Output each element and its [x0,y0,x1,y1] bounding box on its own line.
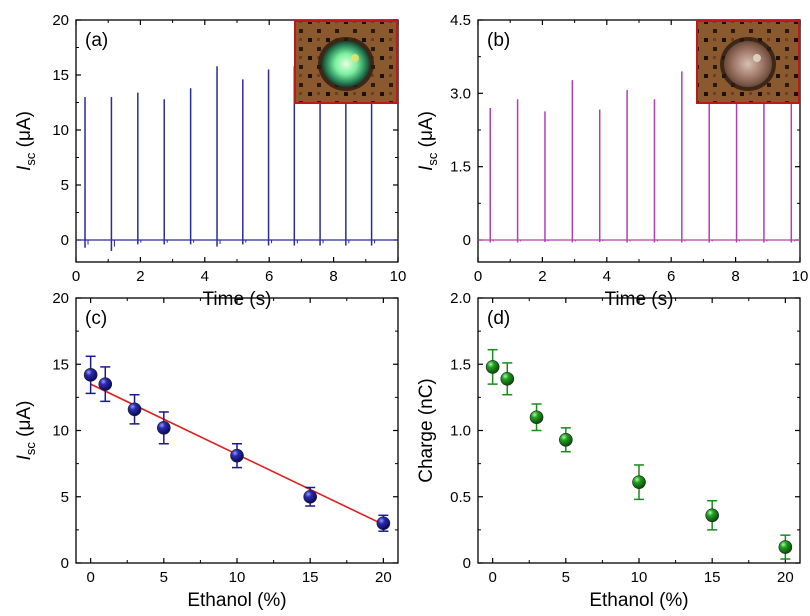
y-tick-label: 10 [52,122,69,139]
y-axis-label: Isc (μA) [416,111,440,171]
x-tick-label: 5 [160,569,168,586]
panel-d: 0 5 10 15 20 0 0.5 1.0 1.5 2.0 Ethanol (%) Charge (… [416,290,801,611]
x-tick-label: 0 [488,569,496,586]
x-tick-label: 4 [201,268,209,285]
y-tick-label: 15 [52,356,69,373]
y-tick-label: 0.5 [450,489,471,506]
x-tick-label: 10 [229,569,246,586]
y-tick-label: 0 [463,232,471,249]
x-tick-label: 20 [777,569,794,586]
droplet-highlight [753,54,761,62]
data-point [500,372,515,386]
x-tick-label: 10 [792,268,809,285]
droplet [724,41,772,87]
data-point [778,540,793,554]
y-axis-label-unit: (μA) [416,111,437,153]
x-tick-label: 6 [265,268,273,285]
x-axis-label: Ethanol (%) [187,590,286,611]
data-point [632,475,646,489]
x-tick-label: 0 [72,268,80,285]
plot-frame [75,297,399,564]
green-glowing-droplet-photo [294,20,398,104]
y-tick-label: 3.0 [450,85,471,102]
y-axis-label-subscript: sc [425,152,440,166]
x-tick-label: 20 [375,569,392,586]
inset-border [294,20,398,104]
panel-label: (d) [487,308,510,329]
x-tick-label: 5 [562,569,570,586]
y-axis-label-symbol: I [416,165,437,171]
data-point [98,377,113,391]
x-tick-label: 10 [390,268,407,285]
y-axis-label-subscript: sc [23,152,38,166]
panel-label: (b) [487,30,510,51]
y-axis-label-subscript: sc [23,442,38,456]
y-axis-label: Isc (μA) [14,401,38,461]
x-tick-label: 2 [136,268,144,285]
y-axis-label-symbol: I [14,165,35,171]
panel-c: 0 5 10 15 20 0 5 10 15 20 Ethanol (%) Isc (μA) (c) [14,290,399,611]
y-axis-label-unit: (μA) [14,401,35,443]
data-point [705,508,719,523]
droplet [322,41,370,87]
y-tick-label: 15 [52,67,69,84]
y-tick-label: 5 [61,177,69,194]
x-tick-label: 8 [731,268,739,285]
plot-frame [477,297,801,564]
x-tick-label: 8 [329,268,337,285]
data-point [83,368,98,382]
y-axis-label-symbol: I [14,454,35,460]
droplet-highlight [351,54,359,62]
x-tick-label: 15 [704,569,721,586]
x-tick-label: 0 [474,268,482,285]
panel-label: (a) [85,30,108,51]
data-point [157,421,171,435]
clear-droplet-photo [696,20,800,104]
y-tick-label: 0 [463,555,471,572]
y-tick-label: 10 [52,423,69,440]
x-tick-label: 6 [667,268,675,285]
data-point [230,448,244,463]
data-point [559,432,573,447]
y-axis-label: Isc (μA) [14,111,38,171]
x-tick-label: 0 [86,569,94,586]
y-tick-label: 1.5 [450,356,471,373]
y-tick-label: 4.5 [450,12,471,29]
data-point [529,410,544,425]
y-tick-label: 20 [52,290,69,307]
inset-border [696,20,800,104]
x-tick-label: 10 [631,569,648,586]
y-tick-label: 5 [61,489,69,506]
y-tick-label: 2.0 [450,290,471,307]
x-tick-label: 2 [538,268,546,285]
data-point [376,516,391,531]
y-tick-label: 1.5 [450,159,471,176]
y-axis-label-unit: (μA) [14,111,35,153]
y-tick-label: 0 [61,555,69,572]
data-point [303,489,317,504]
x-tick-label: 15 [302,569,319,586]
y-tick-label: 20 [52,12,69,29]
x-axis-label: Ethanol (%) [589,590,688,611]
y-axis-label: Charge (nC) [416,378,437,483]
data-point [485,360,500,374]
data-point [127,402,142,417]
y-tick-label: 1.0 [450,423,471,440]
y-tick-label: 0 [61,232,69,249]
x-tick-label: 4 [603,268,611,285]
panel-label: (c) [85,308,107,329]
